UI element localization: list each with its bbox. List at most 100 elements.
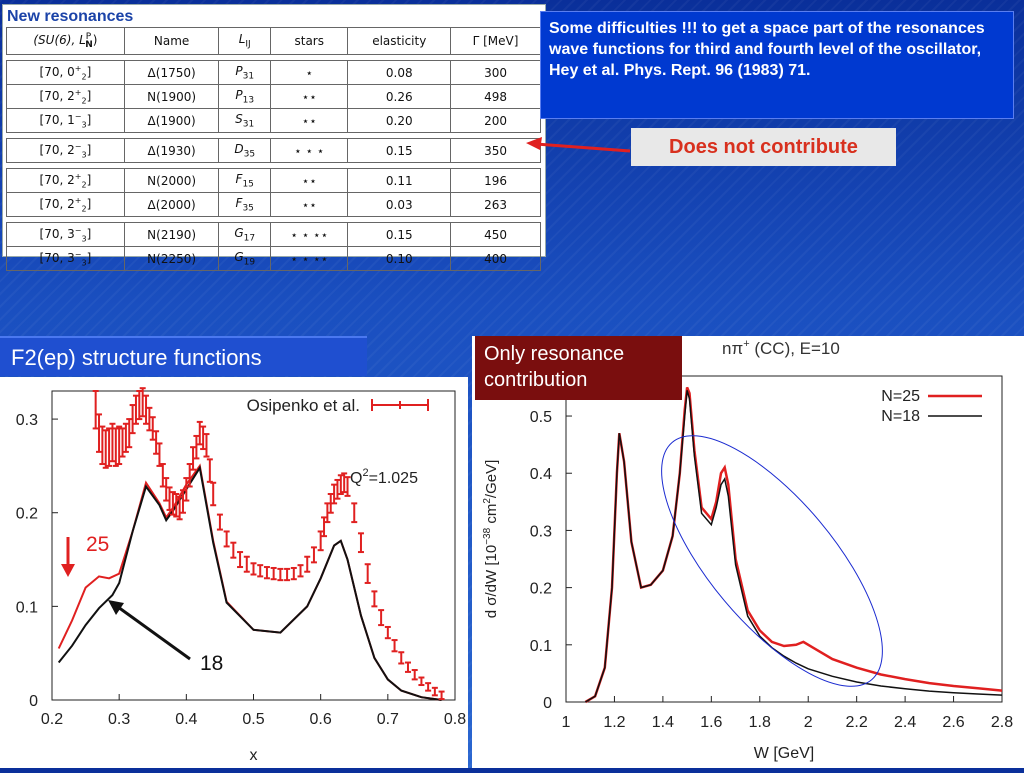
x-tick-label: 1.6 <box>700 714 722 731</box>
cell-width: 200 <box>450 108 541 133</box>
x-tick-label: 2 <box>804 714 813 731</box>
series-line-25 <box>57 463 442 701</box>
cell-lij: G19 <box>218 246 272 271</box>
legend-label: Osipenko et al. <box>247 396 360 415</box>
cell-multiplet: [70, 2+21] <box>6 192 125 217</box>
x-tick-label: 2.4 <box>894 714 916 731</box>
cell-multiplet: [70, 0+21] <box>6 60 125 85</box>
f2-plot-panel: 0.2 0.3 0.4 0.5 0.6 0.7 0.8 0 0.1 0.2 0.3 x Osipenko… <box>0 377 468 768</box>
cell-name: Δ(1750) <box>123 60 220 85</box>
plot-frame <box>565 375 1003 703</box>
cell-width: 196 <box>450 168 541 193</box>
x-tick-label: 2.2 <box>846 714 868 731</box>
table-row: [70, 3−3] N(2190) G17 ⋆ ⋆ ⋆⋆ 0.15 450 <box>6 222 541 247</box>
col-elasticity: elasticity <box>347 27 452 55</box>
cell-elasticity: 0.15 <box>347 222 452 247</box>
cell-multiplet: [70, 1−31] <box>6 108 125 133</box>
cell-name: Δ(1930) <box>123 138 220 163</box>
series-line-18 <box>57 465 442 701</box>
y-tick-label: 0.3 <box>16 412 38 429</box>
cell-multiplet: [70, 2+21] <box>6 84 125 109</box>
resonance-table-panel: New resonances (SU(6), LPN) Name LIJ sta… <box>2 4 546 271</box>
cell-lij: G17 <box>218 222 272 247</box>
cell-stars: ⋆ <box>270 60 349 85</box>
cell-stars: ⋆ ⋆ ⋆⋆ <box>270 246 349 271</box>
cell-lij: S31 <box>218 108 272 133</box>
x-tick-label: 0.2 <box>41 711 63 728</box>
cell-width: 263 <box>450 192 541 217</box>
cell-lij: F35 <box>218 192 272 217</box>
y-tick-label: 0.2 <box>530 581 552 598</box>
col-lij: LIJ <box>218 27 272 55</box>
cell-elasticity: 0.03 <box>347 192 452 217</box>
y-tick-label: 0 <box>29 693 38 710</box>
y-tick-label: 0.1 <box>530 638 552 655</box>
q2-annotation: Q2=1.025 <box>350 467 418 487</box>
table-row: [70, 3−3] N(2250) G19 ⋆ ⋆ ⋆⋆ 0.10 400 <box>6 246 541 271</box>
y-tick-label: 0.3 <box>530 523 552 540</box>
x-axis-label: W [GeV] <box>754 745 814 762</box>
cell-name: N(2190) <box>123 222 220 247</box>
y-tick-label: 0.1 <box>16 599 38 616</box>
cell-name: N(1900) <box>123 84 220 109</box>
cell-elasticity: 0.20 <box>347 108 452 133</box>
x-tick-label: 1.4 <box>652 714 674 731</box>
cell-multiplet: [70, 2+21] <box>6 168 125 193</box>
x-tick-label: 1 <box>562 714 571 731</box>
cell-elasticity: 0.11 <box>347 168 452 193</box>
arrow-25-head-icon <box>61 564 75 577</box>
arrow-to-d35-icon <box>526 137 631 153</box>
cell-elasticity: 0.26 <box>347 84 452 109</box>
cell-stars: ⋆⋆ <box>270 84 349 109</box>
cell-lij: P13 <box>218 84 272 109</box>
chart-title: nπ+ (CC), E=10 <box>722 338 840 358</box>
col-stars: stars <box>270 27 349 55</box>
y-tick-label: 0 <box>543 695 552 712</box>
cell-width: 498 <box>450 84 541 109</box>
y-axis-label: d σ/dW [10−38 cm2/GeV] <box>482 460 500 619</box>
cell-width: 300 <box>450 60 541 85</box>
x-axis-label: x <box>250 747 258 764</box>
f2-structure-label: F2(ep) structure functions <box>0 336 367 376</box>
legend-label: N=25 <box>881 388 920 405</box>
cell-stars: ⋆⋆ <box>270 192 349 217</box>
only-resonance-label: Only resonance contribution <box>475 336 682 400</box>
series-line-N=18 <box>585 390 1003 703</box>
cell-lij: F15 <box>218 168 272 193</box>
f2-chart: 0.2 0.3 0.4 0.5 0.6 0.7 0.8 0 0.1 0.2 0.3 x Osipenko… <box>16 387 466 764</box>
x-tick-label: 0.3 <box>108 711 130 728</box>
cell-multiplet: [70, 2−31] <box>6 138 125 163</box>
cell-name: N(2000) <box>123 168 220 193</box>
x-tick-label: 0.5 <box>242 711 264 728</box>
cell-lij: D35 <box>218 138 272 163</box>
resonance-table: (SU(6), LPN) Name LIJ stars elasticity Γ… <box>6 27 541 271</box>
arrow-18-icon <box>117 605 191 661</box>
col-su6: (SU(6), LPN) <box>6 27 125 55</box>
npi-plot-panel: 1 1.2 1.4 1.6 1.8 2 2.2 2.4 2.6 2.8 0 0.1 0.2 0.3 0.4 0… <box>472 336 1024 768</box>
cell-elasticity: 0.15 <box>347 138 452 163</box>
y-tick-label: 0.4 <box>530 466 552 483</box>
arrow-18-head-icon <box>108 600 124 615</box>
cell-stars: ⋆ ⋆ ⋆⋆ <box>270 222 349 247</box>
x-tick-label: 0.8 <box>444 711 466 728</box>
x-tick-label: 1.2 <box>603 714 625 731</box>
cell-name: Δ(2000) <box>123 192 220 217</box>
cell-width: 400 <box>450 246 541 271</box>
x-tick-label: 0.6 <box>310 711 332 728</box>
table-header-row: (SU(6), LPN) Name LIJ stars elasticity Γ… <box>6 27 541 55</box>
x-tick-label: 0.7 <box>377 711 399 728</box>
cell-elasticity: 0.08 <box>347 60 452 85</box>
label-18: 18 <box>200 652 223 675</box>
npi-chart: 1 1.2 1.4 1.6 1.8 2 2.2 2.4 2.6 2.8 0 0.1 0.2 0.3 0.4 0… <box>482 338 1013 762</box>
y-tick-label: 0.5 <box>530 409 552 426</box>
cell-multiplet: [70, 3−3] <box>6 246 125 271</box>
col-width: Γ [MeV] <box>450 27 541 55</box>
cell-stars: ⋆⋆ <box>270 108 349 133</box>
cell-width: 450 <box>450 222 541 247</box>
